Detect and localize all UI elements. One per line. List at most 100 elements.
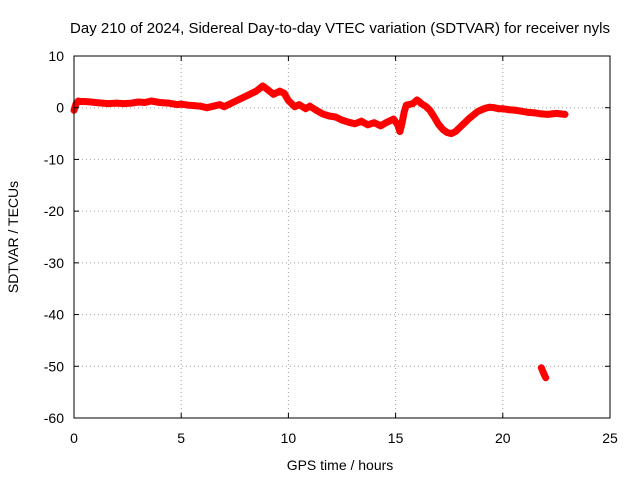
- data-point: [490, 104, 498, 112]
- y-tick-label: -50: [44, 358, 64, 374]
- data-point: [377, 122, 385, 130]
- data-point: [246, 90, 254, 98]
- ticks-layer: 0 5 10 15 20 25 -60 -50 -40 -30 -20 -10 0 10: [44, 48, 618, 446]
- y-tick-label: 10: [48, 48, 64, 64]
- x-tick-label: 5: [177, 430, 185, 446]
- data-point: [280, 89, 288, 97]
- data-point: [216, 101, 224, 109]
- data-point: [344, 118, 352, 126]
- data-point: [190, 102, 198, 110]
- data-point: [119, 100, 127, 108]
- x-tick-label: 15: [388, 430, 404, 446]
- data-point: [220, 103, 228, 111]
- data-point: [364, 121, 372, 129]
- data-point: [383, 118, 391, 126]
- data-point: [306, 102, 314, 110]
- data-point: [394, 121, 402, 129]
- data-point: [357, 117, 365, 125]
- data-point: [389, 115, 397, 123]
- y-tick-label: 0: [56, 100, 64, 116]
- data-point: [164, 99, 172, 107]
- data-point: [557, 110, 565, 118]
- data-point: [518, 107, 526, 115]
- data-point: [531, 109, 539, 117]
- data-point: [113, 99, 121, 107]
- data-point: [477, 106, 485, 114]
- marks-layer: [70, 82, 569, 382]
- data-point: [338, 116, 346, 124]
- y-tick-label: -20: [44, 203, 64, 219]
- data-point: [332, 113, 340, 121]
- data-point: [482, 104, 490, 112]
- data-point: [233, 96, 241, 104]
- data-point: [464, 115, 472, 123]
- data-point: [81, 98, 89, 106]
- data-point: [400, 108, 408, 116]
- data-point: [537, 110, 545, 118]
- data-point: [156, 99, 164, 107]
- data-point: [469, 111, 477, 119]
- data-point: [456, 123, 464, 131]
- data-point: [239, 93, 247, 101]
- data-point: [486, 103, 494, 111]
- data-point: [325, 112, 333, 120]
- data-point: [426, 106, 434, 114]
- data-point: [548, 110, 556, 118]
- data-point: [284, 96, 292, 104]
- data-point: [295, 101, 303, 109]
- data-point: [263, 85, 271, 93]
- data-point: [276, 87, 284, 95]
- data-point: [351, 120, 359, 128]
- data-point: [512, 106, 520, 114]
- data-point: [87, 98, 95, 106]
- data-point: [434, 120, 442, 128]
- data-point: [104, 100, 112, 108]
- data-point: [443, 129, 451, 137]
- data-point: [259, 82, 267, 90]
- x-axis-label: GPS time / hours: [287, 457, 394, 473]
- data-point: [447, 130, 455, 138]
- y-axis-label: SDTVAR / TECUs: [5, 181, 21, 293]
- data-point: [141, 99, 149, 107]
- data-point: [252, 87, 260, 95]
- data-point: [203, 104, 211, 112]
- y-tick-label: -30: [44, 255, 64, 271]
- data-point: [473, 108, 481, 116]
- data-point: [537, 364, 545, 372]
- data-point: [91, 99, 99, 107]
- data-point: [302, 105, 310, 113]
- data-point: [209, 102, 217, 110]
- data-point: [227, 100, 235, 108]
- data-point: [269, 90, 277, 98]
- data-point: [542, 374, 550, 382]
- x-tick-label: 25: [602, 430, 618, 446]
- data-point: [409, 100, 417, 108]
- data-point: [184, 101, 192, 109]
- plot-frame: [73, 55, 611, 419]
- data-point: [177, 100, 185, 108]
- data-point: [544, 110, 552, 118]
- data-point: [430, 113, 438, 121]
- chart-title: Day 210 of 2024, Sidereal Day-to-day VTE…: [70, 20, 610, 37]
- data-point: [134, 98, 142, 106]
- data-point: [196, 102, 204, 110]
- data-point: [460, 119, 468, 127]
- grid-layer: [74, 56, 610, 418]
- data-point: [312, 106, 320, 114]
- data-point: [370, 119, 378, 127]
- data-point: [452, 128, 460, 136]
- data-point: [98, 99, 106, 107]
- data-point: [128, 99, 136, 107]
- data-point: [417, 100, 425, 108]
- y-tick-label: -40: [44, 307, 64, 323]
- data-point: [561, 110, 569, 118]
- x-tick-label: 20: [495, 430, 511, 446]
- y-tick-label: -10: [44, 151, 64, 167]
- data-point: [319, 110, 327, 118]
- data-point: [552, 109, 560, 117]
- data-point: [540, 369, 548, 377]
- y-tick-label: -60: [44, 410, 64, 426]
- data-point: [525, 108, 533, 116]
- data-point: [147, 97, 155, 105]
